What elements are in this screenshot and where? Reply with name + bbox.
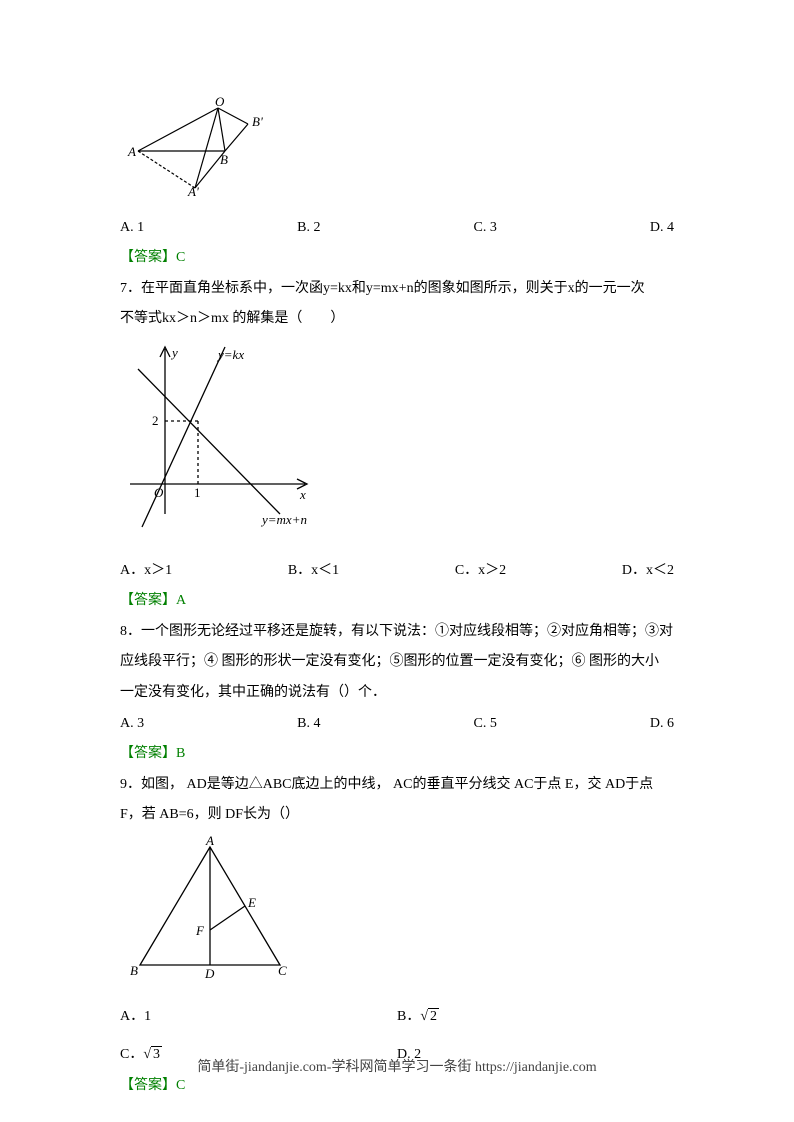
q9-line1: 9．如图， AD是等边△ABC底边上的中线， AC的垂直平分线交 AC于点 E，… <box>120 772 674 799</box>
tri-E: E <box>247 895 256 910</box>
q8-options: A. 3 B. 4 C. 5 D. 6 <box>120 711 674 738</box>
tri-C: C <box>278 963 287 978</box>
line2-label: y=mx+n <box>260 512 307 527</box>
q8-line1: 8．一个图形无论经过平移还是旋转，有以下说法：①对应线段相等；②对应角相等；③对 <box>120 619 674 646</box>
page-footer: 简单街-jiandanjie.com-学科网简单学习一条街 https://ji… <box>0 1055 794 1082</box>
q7-options: A．x＞1 B．x＜1 C．x＞2 D．x＜2 <box>120 558 674 585</box>
q6-answer: 【答案】C <box>120 245 674 272</box>
label-B: B <box>220 152 228 167</box>
q8-opt-a: A. 3 <box>120 711 144 738</box>
sqrt-2-val: 2 <box>428 1008 439 1024</box>
q7-answer: 【答案】A <box>120 588 674 615</box>
tri-F: F <box>195 923 205 938</box>
q6-opt-a: A. 1 <box>120 215 144 242</box>
sqrt-2: √2 <box>420 1008 439 1024</box>
q9-opt-a: A．1 <box>120 1009 151 1024</box>
q7-opt-d: D．x＜2 <box>622 558 674 585</box>
q8-line2: 应线段平行；④ 图形的形状一定没有变化；⑤图形的位置一定没有变化；⑥ 图形的大小 <box>120 649 674 676</box>
q6-opt-d: D. 4 <box>650 215 674 242</box>
line1-label: y=kx <box>216 347 244 362</box>
triangle-svg: A B C D E F <box>120 835 300 985</box>
tick-1: 1 <box>194 485 201 500</box>
line-chart-svg: y x O 1 2 y=kx y=mx+n <box>120 339 320 539</box>
q7-line1: 7．在平面直角坐标系中，一次函y=kx和y=mx+n的图象如图所示，则关于x的一… <box>120 276 674 303</box>
q8-opt-b: B. 4 <box>297 711 320 738</box>
q7-opt-a: A．x＞1 <box>120 558 172 585</box>
label-Ap: A' <box>187 184 199 196</box>
q8-line3: 一定没有变化，其中正确的说法有（）个． <box>120 680 674 707</box>
q9-opt-b-prefix: B． <box>397 1009 420 1024</box>
tick-2: 2 <box>152 413 159 428</box>
q8-opt-c: C. 5 <box>474 711 497 738</box>
axis-x: x <box>299 487 306 502</box>
q6-diagram: O A B B' A' <box>120 96 674 207</box>
label-O: O <box>215 96 225 109</box>
q8-opt-d: D. 6 <box>650 711 674 738</box>
tri-B: B <box>130 963 138 978</box>
q8-answer: 【答案】B <box>120 741 674 768</box>
tri-A: A <box>205 835 214 848</box>
axis-y: y <box>170 345 178 360</box>
q6-opt-b: B. 2 <box>297 215 320 242</box>
q9-line2: F，若 AB=6，则 DF长为（） <box>120 802 674 829</box>
pyramid-svg: O A B B' A' <box>120 96 280 196</box>
q9-diagram: A B C D E F <box>120 835 674 996</box>
label-A: A <box>127 144 136 159</box>
origin-O: O <box>154 485 164 500</box>
q7-chart: y x O 1 2 y=kx y=mx+n <box>120 339 674 550</box>
q6-options: A. 1 B. 2 C. 3 D. 4 <box>120 215 674 242</box>
q7-opt-c: C．x＞2 <box>455 558 506 585</box>
q9-options-row1: A．1 B．√2 <box>120 1004 674 1031</box>
tri-D: D <box>204 966 215 981</box>
q6-opt-c: C. 3 <box>474 215 497 242</box>
q7-opt-b: B．x＜1 <box>288 558 339 585</box>
label-Bp: B' <box>252 114 263 129</box>
q7-line2: 不等式kx＞n＞mx 的解集是（ ） <box>120 306 674 333</box>
